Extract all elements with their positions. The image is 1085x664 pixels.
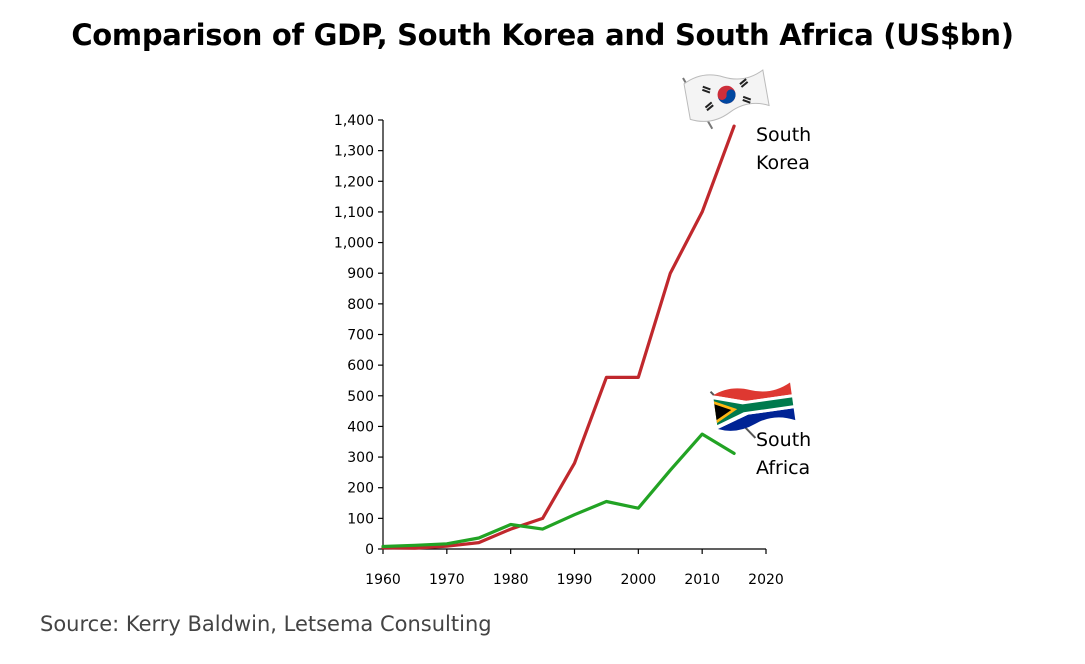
y-tick-label: 900 [347, 266, 374, 282]
series-label-1: South [756, 429, 811, 451]
series-label-1: Africa [756, 457, 810, 479]
y-tick-label: 1,200 [334, 174, 374, 190]
y-tick-label: 1,000 [334, 236, 374, 252]
y-tick-label: 200 [347, 481, 374, 497]
y-tick-label: 1,400 [334, 113, 374, 129]
x-tick-label: 2020 [748, 572, 784, 588]
y-tick-label: 700 [347, 328, 374, 344]
y-tick-label: 0 [365, 542, 374, 558]
south-africa-flag-icon [709, 382, 796, 439]
y-tick-label: 500 [347, 389, 374, 405]
y-tick-label: 1,100 [334, 205, 374, 221]
y-tick-label: 1,300 [334, 144, 374, 160]
axes [382, 120, 766, 550]
x-tick-label: 1980 [493, 572, 529, 588]
y-tick-label: 100 [347, 511, 374, 527]
y-tick-label: 800 [347, 297, 374, 313]
series-line-1 [381, 432, 736, 549]
series-line-0 [381, 124, 736, 550]
series-label-0: Korea [756, 152, 810, 174]
y-ticks: 0 100 200 300 400 500 600 700 800 900 1,000 1,100 1,… [334, 113, 383, 558]
x-tick-label: 2010 [684, 572, 720, 588]
source-caption: Source: Kerry Baldwin, Letsema Consultin… [40, 612, 492, 636]
y-tick-label: 400 [347, 419, 374, 435]
x-tick-label: 1970 [429, 572, 465, 588]
y-tick-label: 300 [347, 450, 374, 466]
x-tick-label: 2000 [621, 572, 657, 588]
x-tick-label: 1960 [365, 572, 401, 588]
south-korea-flag-icon [682, 69, 770, 130]
chart-title: Comparison of GDP, South Korea and South… [71, 18, 1014, 52]
series-label-0: South [756, 124, 811, 146]
x-tick-label: 1990 [557, 572, 593, 588]
x-ticks: 1960 1970 1980 1990 2000 2010 2020 [365, 549, 784, 588]
y-tick-label: 600 [347, 358, 374, 374]
series-labels: South Korea South Africa [756, 124, 811, 479]
series-lines [381, 124, 736, 550]
